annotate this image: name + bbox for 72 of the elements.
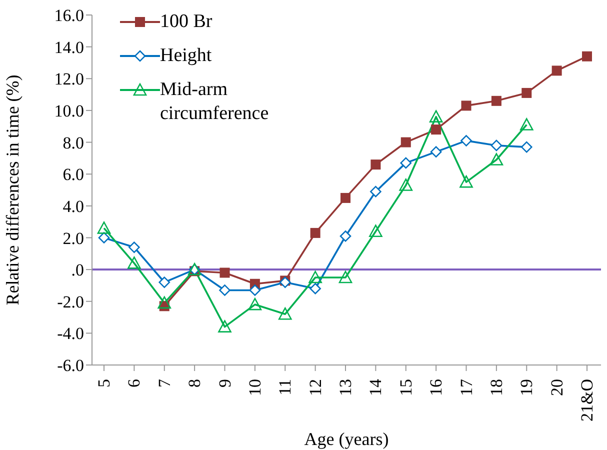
- point: [369, 224, 382, 238]
- point: [522, 88, 532, 98]
- point: [308, 270, 322, 284]
- point: [278, 307, 292, 320]
- y-tick-label: 6.0: [62, 165, 84, 184]
- y-tick-label: 2.0: [62, 228, 84, 248]
- point: [340, 192, 350, 203]
- x-tick-label: 13: [336, 379, 355, 396]
- legend-label: Height: [160, 44, 213, 68]
- y-tick-label: 16.0: [54, 6, 84, 26]
- y-tick-label: .0: [71, 260, 84, 280]
- x-tick-label: 7: [154, 378, 174, 388]
- x-tick-label: 14: [366, 378, 386, 396]
- y-tick-label: -2.0: [57, 292, 84, 312]
- point: [490, 140, 502, 152]
- point: [128, 242, 140, 253]
- point: [400, 137, 411, 148]
- point: [98, 232, 110, 244]
- point: [220, 268, 230, 278]
- point: [249, 284, 261, 296]
- point: [460, 175, 473, 188]
- point: [490, 153, 504, 166]
- point: [520, 118, 534, 130]
- point: [128, 256, 141, 269]
- y-tick-label: 10.0: [54, 101, 84, 120]
- x-tick-label: 17: [456, 378, 476, 396]
- x-tick-label: 15: [396, 379, 416, 396]
- point: [552, 66, 562, 76]
- point: [399, 178, 413, 191]
- x-tick-label: 21&O: [578, 379, 596, 422]
- point: [491, 96, 502, 106]
- point: [429, 110, 443, 122]
- x-tick-label: 9: [215, 379, 234, 388]
- y-tick-label: 12.0: [54, 70, 84, 89]
- point: [338, 270, 352, 284]
- x-tick-label: 19: [517, 379, 536, 396]
- x-tick-label: 11: [276, 379, 295, 396]
- legend-label: 100 Br: [160, 10, 214, 34]
- point: [158, 296, 172, 309]
- x-tick-label: 8: [185, 379, 204, 388]
- point: [520, 141, 532, 153]
- x-tick-label: 5: [94, 379, 114, 388]
- x-tick-label: 12: [306, 379, 325, 396]
- point: [248, 298, 262, 310]
- point: [461, 100, 472, 111]
- legend-label: Mid-arm circumference: [160, 78, 270, 126]
- point: [431, 124, 442, 135]
- point: [310, 282, 321, 294]
- x-tick-label: 6: [124, 379, 144, 388]
- point: [310, 228, 320, 238]
- x-tick-label: 16: [426, 379, 446, 396]
- point: [158, 276, 170, 288]
- point: [370, 160, 381, 170]
- y-tick-label: 4.0: [62, 196, 84, 216]
- point: [460, 135, 472, 146]
- y-tick-label: 8.0: [62, 133, 84, 152]
- point: [218, 320, 232, 332]
- point: [97, 222, 111, 234]
- x-tick-label: 20: [547, 379, 566, 396]
- point: [400, 157, 412, 169]
- y-tick-label: -4.0: [57, 324, 84, 344]
- point: [582, 51, 592, 62]
- x-axis-title: Age (years): [304, 429, 389, 449]
- point: [219, 284, 230, 296]
- point: [370, 186, 382, 198]
- point: [340, 230, 352, 242]
- y-tick-label: -6.0: [57, 356, 84, 376]
- y-axis-title: Relative differences in time (%): [2, 74, 22, 306]
- point: [430, 146, 442, 158]
- y-tick-label: 14.0: [54, 38, 84, 57]
- x-tick-label: 18: [486, 379, 506, 396]
- x-tick-label: 10: [245, 379, 264, 396]
